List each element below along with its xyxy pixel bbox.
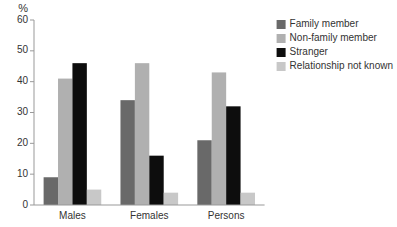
bar (226, 106, 240, 205)
legend: Family member Non-family member Stranger Re… (277, 18, 393, 71)
legend-label: Relationship not known (290, 60, 393, 71)
bar (135, 63, 149, 205)
x-axis: Males Females Persons (59, 210, 244, 221)
y-tick (30, 112, 34, 113)
y-tick (30, 20, 34, 21)
y-tick (30, 81, 34, 82)
y-tick-label: 10 (17, 168, 29, 179)
bar (72, 63, 86, 205)
y-tick (30, 50, 34, 51)
y-axis-label: % (18, 2, 28, 14)
legend-label: Non-family member (290, 32, 378, 43)
chart-container: 0 10 20 30 40 50 60% Males Females Persons Family … (0, 0, 397, 227)
y-tick (30, 143, 34, 144)
y-tick-label: 60 (17, 14, 29, 25)
x-axis-line (34, 205, 265, 206)
legend-swatch (277, 20, 286, 29)
bar (212, 72, 226, 205)
bar (44, 177, 58, 205)
legend-swatch (277, 48, 286, 57)
bar (164, 193, 178, 205)
y-axis-line (34, 20, 35, 205)
bar (149, 156, 163, 205)
y-tick-label: 30 (17, 106, 29, 117)
x-tick-label: Persons (208, 210, 245, 221)
bar (197, 140, 211, 205)
y-axis: 0 10 20 30 40 50 60 (17, 14, 34, 210)
chart-svg: 0 10 20 30 40 50 60% Males Females Persons Family … (0, 0, 397, 227)
x-tick-label: Females (130, 210, 168, 221)
legend-swatch (277, 62, 286, 71)
legend-label: Stranger (290, 46, 329, 57)
y-tick-label: 50 (17, 44, 29, 55)
y-tick (30, 174, 34, 175)
bar (87, 190, 101, 205)
y-tick-label: 20 (17, 137, 29, 148)
x-tick-label: Males (59, 210, 86, 221)
legend-label: Family member (290, 18, 360, 29)
y-tick (30, 205, 34, 206)
y-tick-label: 0 (22, 199, 28, 210)
bar (58, 79, 72, 205)
bars (44, 63, 255, 205)
bar (241, 193, 255, 205)
legend-swatch (277, 34, 286, 43)
bar (120, 100, 134, 205)
y-tick-label: 40 (17, 75, 29, 86)
